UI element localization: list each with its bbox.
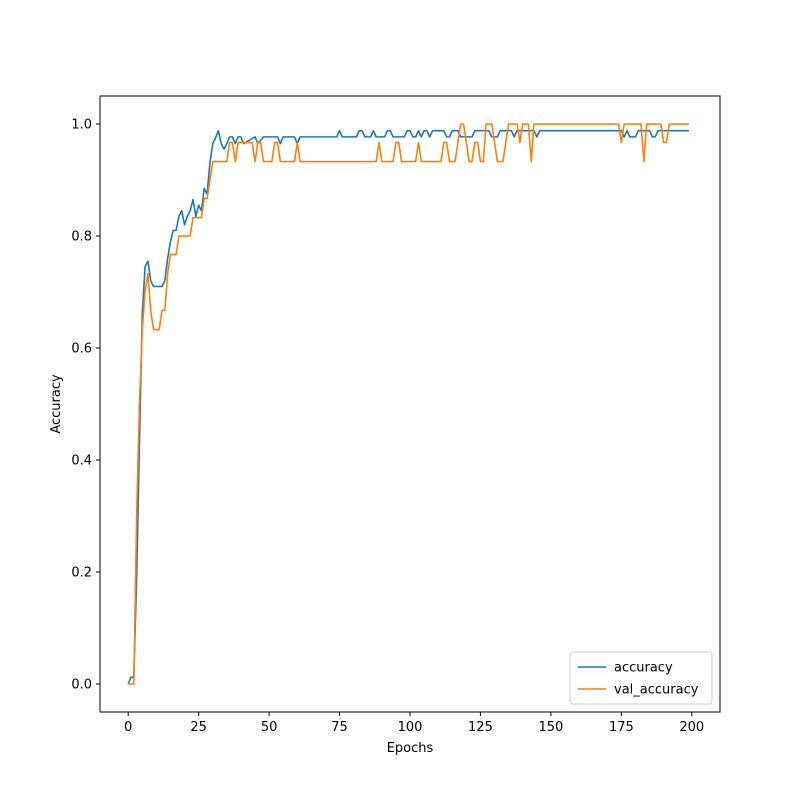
x-tick-label: 150	[538, 720, 563, 735]
x-axis-ticks: 0 25 50 75 100 125 150 175 200	[124, 712, 704, 735]
legend-box	[569, 651, 713, 705]
x-axis-label: Epochs	[387, 741, 434, 756]
x-tick-label: 175	[609, 720, 634, 735]
legend: accuracy val_accuracy	[569, 651, 713, 705]
y-axis-ticks: 0.0 0.2 0.4 0.6 0.8 1.0	[71, 118, 100, 693]
y-tick-label: 0.8	[71, 230, 92, 245]
series-layer	[127, 123, 689, 685]
y-tick-label: 0.6	[71, 342, 92, 357]
x-tick-label: 125	[468, 720, 493, 735]
x-tick-label: 25	[190, 720, 207, 735]
x-tick-label: 0	[124, 720, 132, 735]
y-axis-label: Accuracy	[49, 374, 64, 434]
y-tick-label: 0.4	[71, 454, 92, 469]
series-line-val_accuracy	[128, 123, 689, 685]
y-tick-label: 1.0	[71, 118, 92, 133]
plot-background	[100, 96, 720, 712]
legend-label-accuracy: accuracy	[614, 661, 673, 676]
y-tick-label: 0.2	[71, 566, 92, 581]
x-tick-label: 200	[679, 720, 704, 735]
x-tick-label: 75	[331, 720, 348, 735]
series-line-accuracy	[127, 129, 689, 685]
x-tick-label: 100	[398, 720, 423, 735]
legend-label-val_accuracy: val_accuracy	[614, 683, 699, 698]
x-tick-label: 50	[261, 720, 278, 735]
y-tick-label: 0.0	[71, 678, 92, 693]
